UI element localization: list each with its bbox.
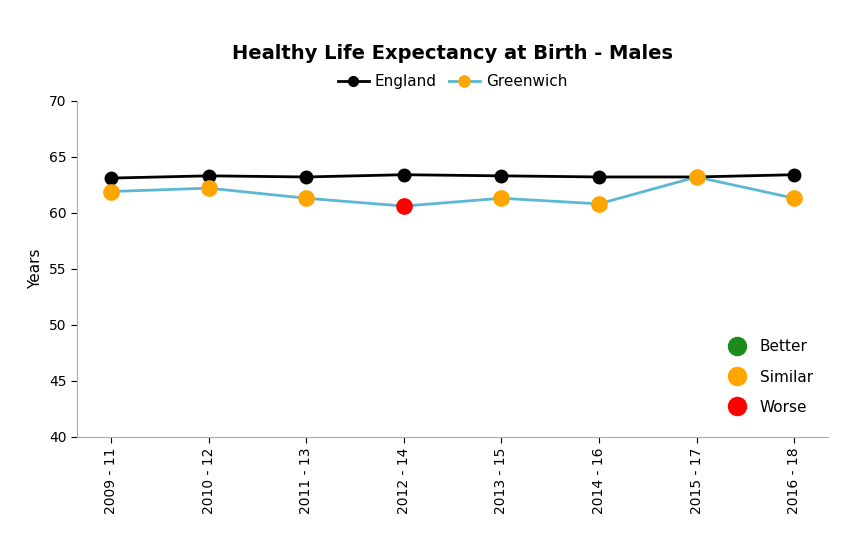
Legend: Better, Similar, Worse: Better, Similar, Worse: [713, 332, 820, 422]
Y-axis label: Years: Years: [28, 249, 44, 289]
Title: Healthy Life Expectancy at Birth - Males: Healthy Life Expectancy at Birth - Males: [232, 44, 672, 63]
